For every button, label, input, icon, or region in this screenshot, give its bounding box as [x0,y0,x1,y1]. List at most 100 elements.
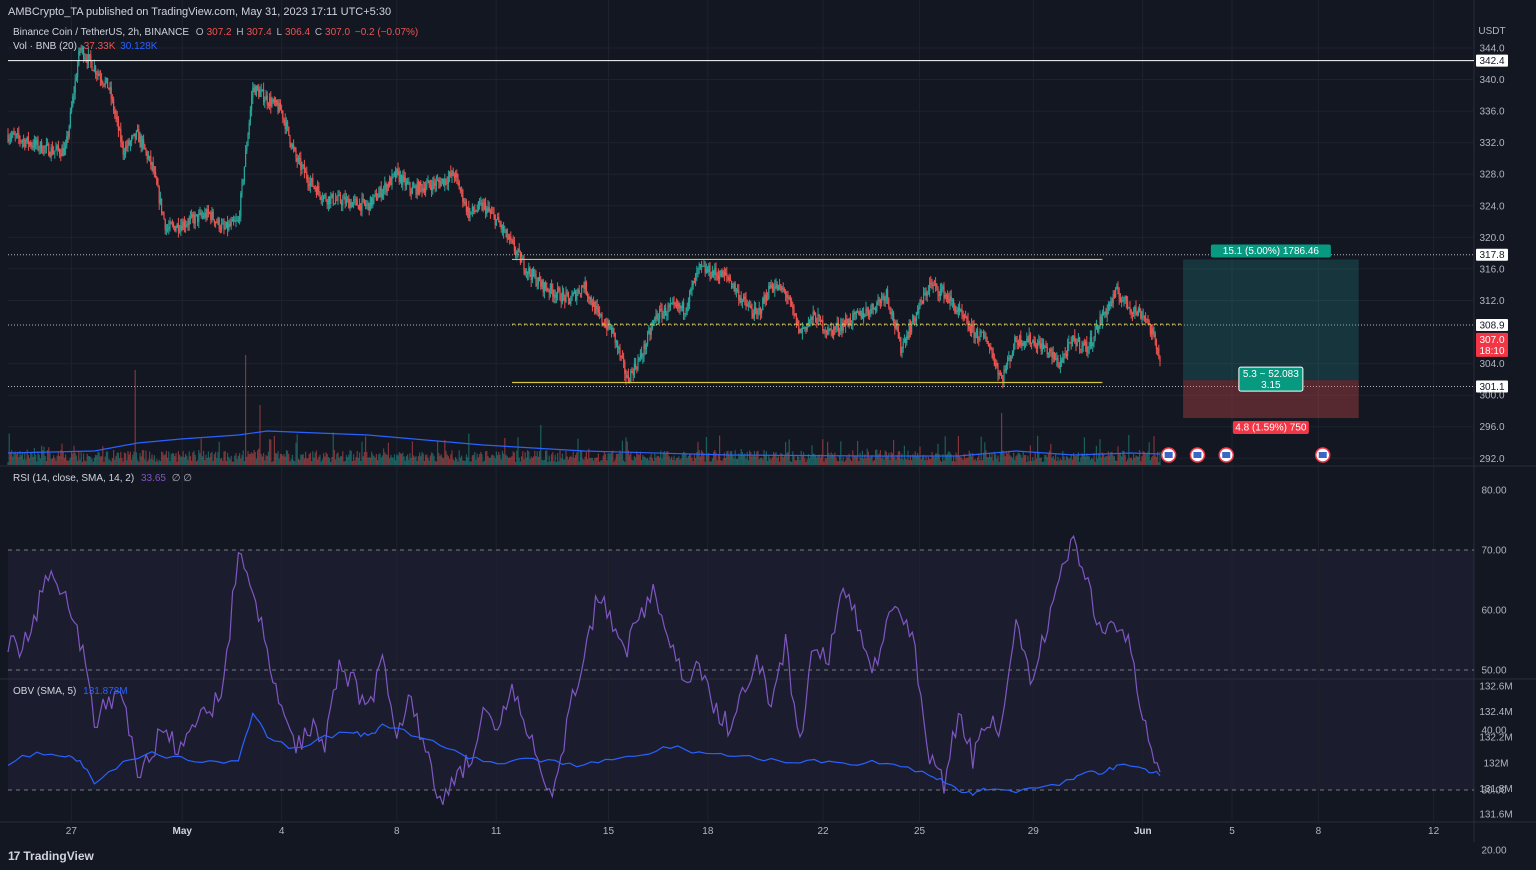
volume-bar[interactable] [471,455,473,465]
volume-bar[interactable] [513,452,515,465]
volume-bar[interactable] [463,460,465,465]
volume-bar[interactable] [575,455,577,465]
volume-bar[interactable] [1003,452,1005,465]
volume-bar[interactable] [330,461,332,465]
price-candle[interactable] [768,285,770,299]
price-candle[interactable] [1015,337,1017,342]
volume-bar[interactable] [899,451,901,465]
volume-bar[interactable] [1159,451,1161,465]
price-candle[interactable] [776,284,778,290]
volume-bar[interactable] [468,433,470,465]
volume-bar[interactable] [606,460,608,465]
volume-bar[interactable] [353,454,355,465]
volume-bar[interactable] [309,452,311,465]
volume-bar[interactable] [524,452,526,465]
price-candle[interactable] [801,327,803,333]
price-candle[interactable] [875,308,877,311]
price-candle[interactable] [200,212,202,216]
price-candle[interactable] [973,326,975,338]
volume-bar[interactable] [770,459,772,465]
volume-bar[interactable] [217,451,219,465]
price-candle[interactable] [440,181,442,187]
price-candle[interactable] [263,89,265,103]
volume-bar[interactable] [1094,461,1096,465]
volume-bar[interactable] [974,458,976,465]
price-candle[interactable] [408,182,410,184]
volume-bar[interactable] [285,450,287,465]
volume-bar[interactable] [287,450,289,465]
volume-bar[interactable] [966,457,968,465]
price-candle[interactable] [435,180,437,186]
volume-bar[interactable] [144,459,146,465]
price-candle[interactable] [415,186,417,195]
price-candle[interactable] [504,231,506,233]
price-candle[interactable] [121,142,123,144]
price-candle[interactable] [473,206,475,212]
volume-bar[interactable] [987,457,989,465]
price-candle[interactable] [721,270,723,278]
price-candle[interactable] [870,308,872,315]
price-candle[interactable] [663,307,665,313]
volume-bar[interactable] [819,457,821,465]
volume-bar[interactable] [1107,451,1109,465]
volume-bar[interactable] [907,450,909,465]
volume-bar[interactable] [1035,458,1037,465]
price-candle[interactable] [1139,308,1141,312]
volume-bar[interactable] [918,455,920,465]
price-candle[interactable] [623,357,625,362]
price-candle[interactable] [444,178,446,186]
volume-bar[interactable] [915,455,917,465]
price-candle[interactable] [129,141,131,145]
volume-bar[interactable] [557,453,559,465]
volume-bar[interactable] [325,452,327,465]
price-candle[interactable] [237,219,239,221]
price-candle[interactable] [1033,340,1035,342]
volume-bar[interactable] [26,449,28,465]
volume-bar[interactable] [690,454,692,465]
price-candle[interactable] [115,113,117,117]
volume-bar[interactable] [570,455,572,465]
price-candle[interactable] [122,142,124,155]
price-candle[interactable] [559,289,561,301]
price-candle[interactable] [69,111,71,127]
price-candle[interactable] [667,305,669,314]
volume-bar[interactable] [900,458,902,465]
price-candle[interactable] [120,128,122,143]
price-candle[interactable] [575,291,577,300]
volume-bar[interactable] [319,454,321,465]
price-candle[interactable] [1109,304,1111,307]
volume-bar[interactable] [185,454,187,465]
volume-bar[interactable] [823,461,825,465]
volume-bar[interactable] [605,453,607,465]
price-candle[interactable] [960,309,962,312]
volume-bar[interactable] [686,458,688,465]
volume-bar[interactable] [127,451,129,465]
volume-bar[interactable] [761,457,763,465]
volume-bar[interactable] [651,458,653,465]
volume-bar[interactable] [1040,457,1042,465]
price-candle[interactable] [661,309,663,318]
volume-bar[interactable] [439,455,441,465]
price-candle[interactable] [669,303,671,307]
volume-bar[interactable] [1026,461,1028,465]
price-candle[interactable] [291,144,293,148]
price-candle[interactable] [924,292,926,294]
volume-bar[interactable] [1129,458,1131,465]
volume-bar[interactable] [170,454,172,465]
price-candle[interactable] [1045,346,1047,348]
price-candle[interactable] [1157,348,1159,350]
price-candle[interactable] [710,276,712,278]
volume-bar[interactable] [146,461,148,465]
volume-bar[interactable] [1031,460,1033,465]
volume-bar[interactable] [573,458,575,465]
volume-bar[interactable] [776,457,778,465]
volume-bar[interactable] [738,453,740,465]
price-candle[interactable] [49,155,51,157]
volume-bar[interactable] [799,459,801,465]
price-candle[interactable] [67,136,69,138]
price-candle[interactable] [929,282,931,292]
volume-bar[interactable] [8,433,10,465]
price-candle[interactable] [391,174,393,185]
volume-bar[interactable] [1011,457,1013,465]
price-candle[interactable] [413,187,415,189]
